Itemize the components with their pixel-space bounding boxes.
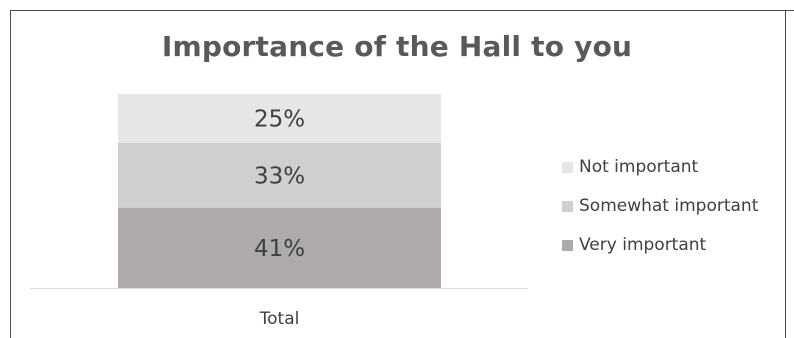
legend-item-somewhat-important: Somewhat important: [562, 193, 758, 219]
data-label-very-important: 41%: [254, 236, 305, 262]
legend-item-not-important: Not important: [562, 154, 758, 180]
chart-border-top: [10, 10, 794, 11]
legend-swatch: [562, 200, 573, 212]
bar-segment-very-important: [118, 207, 441, 288]
bar-segment-somewhat-important: [118, 142, 441, 208]
legend-label: Not important: [579, 157, 699, 177]
legend-item-very-important: Very important: [562, 232, 758, 258]
legend-label: Very important: [579, 235, 707, 255]
chart-title: Importance of the Hall to you: [161, 30, 633, 63]
bar-segment-not-important: [118, 94, 441, 143]
legend-swatch: [562, 161, 573, 173]
legend-label: Somewhat important: [579, 196, 759, 216]
data-label-not-important: 25%: [254, 106, 305, 132]
chart-border-right: [785, 10, 786, 338]
chart-border-left: [10, 10, 11, 338]
chart-legend: Not important Somewhat important Very impo…: [562, 154, 758, 271]
data-label-somewhat-important: 33%: [254, 163, 305, 189]
legend-swatch: [562, 239, 573, 251]
category-label: Total: [259, 309, 300, 329]
